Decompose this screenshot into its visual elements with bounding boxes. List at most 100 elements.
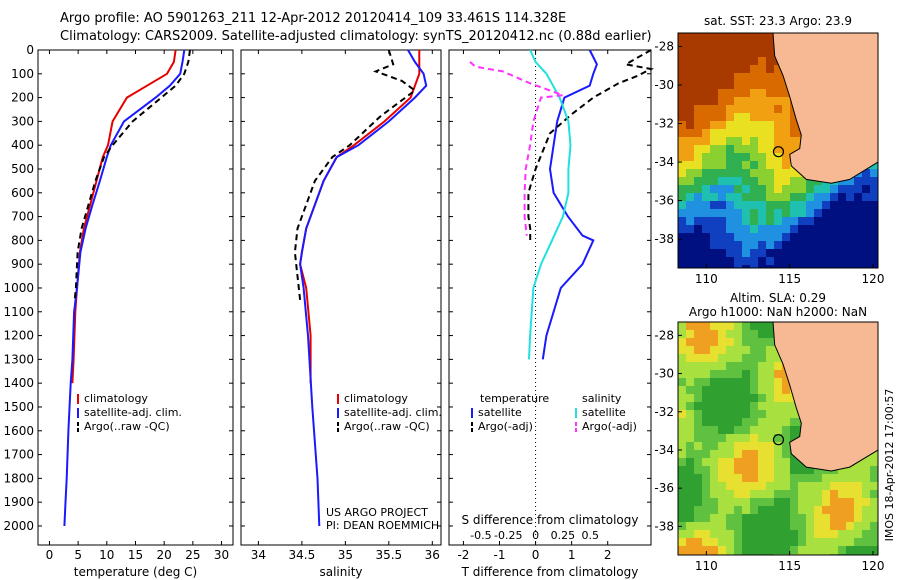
map-cell [694, 57, 702, 65]
map-lon-tick-label: 110 [695, 559, 718, 573]
map-cell [766, 378, 774, 386]
map-cell [686, 121, 694, 129]
map-cell [758, 450, 766, 458]
map-cell [758, 233, 766, 241]
map-cell [710, 49, 718, 57]
sal-series-line [299, 49, 428, 527]
map-cell [758, 129, 766, 137]
map-cell [710, 161, 718, 169]
map-cell [734, 410, 742, 418]
map-cell [766, 330, 774, 338]
map-cell [774, 370, 782, 378]
map-cell [718, 137, 726, 145]
map-cell [734, 434, 742, 442]
depth-tick-label: 2000 [3, 519, 34, 533]
map-cell [678, 65, 686, 73]
map-cell [718, 402, 726, 410]
map-cell [782, 209, 790, 217]
map-cell [766, 265, 774, 268]
map-cell [870, 506, 878, 514]
temp-series-line [73, 49, 191, 301]
map-cell [806, 546, 814, 554]
map-cell [782, 490, 790, 498]
map-cell [734, 418, 742, 426]
map-cell [742, 530, 750, 538]
map-cell [734, 41, 742, 49]
map-cell [766, 514, 774, 522]
map-cell [686, 81, 694, 89]
map-cell [734, 506, 742, 514]
sla-map-subtitle: Argo h1000: NaN h2000: NaN [689, 305, 867, 319]
map-cell [846, 265, 854, 268]
map-cell [694, 153, 702, 161]
map-cell [710, 498, 718, 506]
map-cell [702, 426, 710, 434]
map-cell [750, 185, 758, 193]
map-cell [750, 57, 758, 65]
map-cell [758, 249, 766, 257]
map-cell [734, 466, 742, 474]
map-lon-tick-label: 120 [862, 272, 885, 286]
map-cell [766, 490, 774, 498]
map-cell [710, 97, 718, 105]
map-cell [686, 346, 694, 354]
map-cell [806, 209, 814, 217]
sdiff-x-tick-label: 0.5 [581, 529, 599, 542]
map-cell [782, 185, 790, 193]
map-cell [750, 49, 758, 57]
map-cell [822, 498, 830, 506]
map-cell [798, 514, 806, 522]
map-cell [774, 362, 782, 370]
map-cell [766, 450, 774, 458]
map-cell [686, 402, 694, 410]
map-cell [734, 113, 742, 121]
map-cell [790, 482, 798, 490]
tdiff-legend-label: Argo(-adj) [478, 420, 533, 433]
map-cell [854, 209, 862, 217]
map-cell [694, 113, 702, 121]
map-cell [854, 241, 862, 249]
map-cell [862, 185, 870, 193]
map-cell [758, 121, 766, 129]
map-cell [846, 498, 854, 506]
map-cell [766, 474, 774, 482]
map-cell [814, 514, 822, 522]
map-cell [758, 530, 766, 538]
temp-legend-label: satellite-adj. clim. [84, 406, 182, 419]
map-cell [782, 506, 790, 514]
map-cell [798, 538, 806, 546]
map-cell [870, 482, 878, 490]
map-cell [710, 546, 718, 554]
map-cell [814, 225, 822, 233]
map-cell [678, 169, 686, 177]
map-cell [814, 233, 822, 241]
map-cell [694, 193, 702, 201]
map-cell [758, 482, 766, 490]
depth-tick-label: 1400 [3, 376, 34, 390]
map-cell [702, 362, 710, 370]
map-cell [734, 33, 742, 41]
sst-map-frame [677, 32, 879, 269]
map-cell [702, 522, 710, 530]
map-cell [854, 498, 862, 506]
map-cell [774, 113, 782, 121]
map-cell [758, 522, 766, 530]
map-cell [870, 257, 878, 265]
map-cell [758, 257, 766, 265]
map-cell [742, 522, 750, 530]
map-cell [694, 225, 702, 233]
temp-x-tick-label: 25 [185, 548, 200, 562]
map-cell [846, 474, 854, 482]
map-cell [718, 129, 726, 137]
map-cell [686, 338, 694, 346]
map-cell [710, 249, 718, 257]
map-cell [766, 346, 774, 354]
map-cell [678, 241, 686, 249]
map-cell [710, 81, 718, 89]
map-cell [710, 514, 718, 522]
map-cell [790, 426, 798, 434]
map-cell [726, 137, 734, 145]
map-cell [790, 201, 798, 209]
map-cell [734, 498, 742, 506]
map-cell [870, 522, 878, 530]
